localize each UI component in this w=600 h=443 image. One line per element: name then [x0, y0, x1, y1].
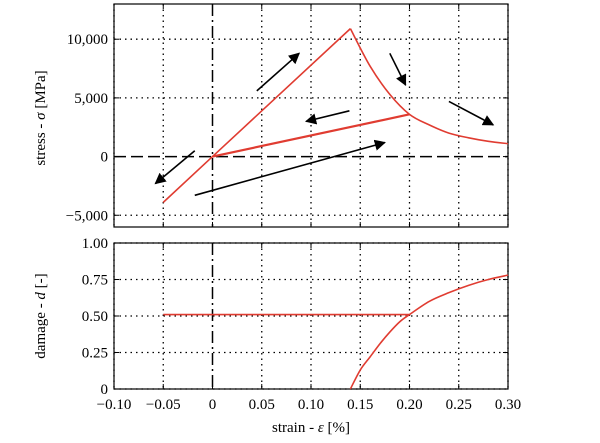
loading-path-arrow [194, 139, 386, 197]
damage-series-1 [349, 274, 509, 390]
strain-xtick-label: 0.15 [347, 397, 373, 413]
strain-xtick-label: 0.05 [249, 397, 275, 413]
damage-ytick-label: 1.00 [82, 236, 108, 252]
strain-xtick-label: −0.10 [97, 397, 132, 413]
stress-axis-title: stress - σ [MPa] [33, 70, 49, 165]
damage-ytick-label: 0.50 [82, 309, 108, 325]
strain-xtick-label: 0 [209, 397, 217, 413]
stress-series-2 [349, 28, 509, 145]
strain-xtick-label: −0.05 [146, 397, 181, 413]
strain-xtick-label: 0.20 [396, 397, 422, 413]
stress-series-1 [212, 113, 410, 158]
loading-path-arrow [256, 52, 301, 92]
loading-path-arrow [448, 100, 495, 126]
strain-xtick-label: 0.10 [298, 397, 324, 413]
damage-axis-title: damage - d [-] [33, 273, 49, 358]
loading-path-arrow [389, 52, 407, 86]
damage-ytick-label: 0 [101, 382, 109, 398]
stress-ytick-label: 0 [101, 150, 109, 166]
stress-ytick-label: 10,000 [67, 32, 108, 48]
strain-xtick-label: 0.30 [495, 397, 521, 413]
stress-series-0 [162, 28, 351, 203]
damage-ytick-label: 0.75 [82, 273, 108, 289]
strain-axis-title: strain - ε [%] [272, 420, 350, 436]
stress-strain-panel: −5,000 0 5,000 10,000 [66, 3, 509, 228]
damage-strain-panel: 0 0.25 0.50 0.75 1.00 −0.10 −0.05 0 0.05 0.10 0.15… [82, 236, 521, 413]
damage-ytick-label: 0.25 [82, 346, 108, 362]
loading-path-arrow [154, 150, 196, 185]
loading-path-arrow [304, 110, 350, 125]
strain-xtick-label: 0.25 [446, 397, 472, 413]
stress-ytick-label: 5,000 [74, 91, 108, 107]
stress-ytick-label: −5,000 [66, 208, 108, 224]
